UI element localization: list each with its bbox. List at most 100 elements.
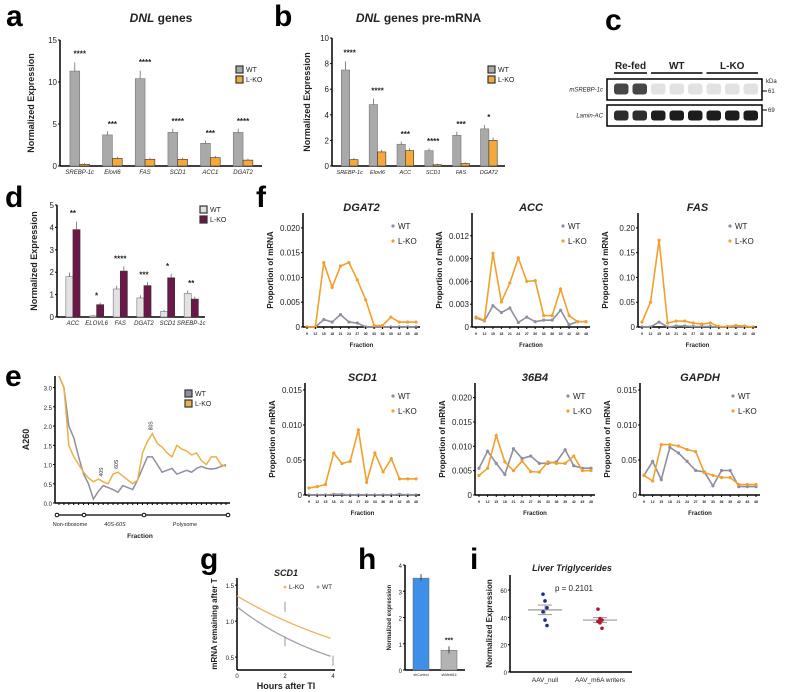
data-point bbox=[397, 320, 401, 324]
x-tick-label: 36 bbox=[381, 332, 385, 336]
data-point bbox=[508, 306, 512, 310]
data-point bbox=[389, 315, 393, 319]
bar-l-ko bbox=[72, 229, 81, 318]
legend-label: L-KO bbox=[289, 584, 304, 591]
legend-swatch bbox=[184, 389, 193, 398]
x-tick-label: 21 bbox=[512, 500, 516, 504]
category-label: DGAT2 bbox=[134, 321, 154, 327]
x-tick-label: 9 bbox=[643, 500, 645, 504]
blot-band bbox=[725, 83, 740, 95]
significance-label: * bbox=[166, 262, 170, 271]
x-axis-label: Fraction bbox=[127, 533, 153, 540]
bar-l-ko bbox=[488, 140, 498, 167]
bar-wt bbox=[341, 69, 350, 167]
legend-label: L-KO bbox=[246, 77, 263, 84]
x-tick-label: 48 bbox=[414, 500, 418, 504]
data-point bbox=[545, 605, 549, 610]
x-tick-label: 18 bbox=[503, 500, 507, 504]
category-label: ACC bbox=[399, 170, 412, 176]
data-point bbox=[543, 599, 547, 603]
data-point bbox=[683, 319, 687, 323]
y-axis-label: Normalized Expression bbox=[29, 211, 39, 311]
data-point bbox=[685, 447, 689, 452]
y-tick-label: 0 bbox=[325, 162, 330, 171]
legend-swatch bbox=[235, 65, 244, 74]
x-tick-label: 42 bbox=[734, 332, 738, 336]
data-point bbox=[533, 279, 537, 283]
blot-band bbox=[706, 83, 721, 95]
y-tick-label: 4 bbox=[399, 564, 403, 570]
bar-wt bbox=[89, 315, 97, 318]
y-tick-label: 0.003 bbox=[449, 300, 470, 309]
y-tick-label: 5 bbox=[50, 201, 55, 210]
legend-marker bbox=[391, 224, 395, 228]
x-tick-label: 45 bbox=[743, 332, 747, 336]
x-axis-label: Fraction bbox=[350, 343, 374, 349]
data-point bbox=[728, 468, 732, 473]
title-part: genes pre-mRNA bbox=[380, 11, 481, 25]
data-point bbox=[397, 477, 402, 481]
data-point bbox=[380, 323, 385, 328]
y-tick-label: 0.5 bbox=[44, 483, 53, 489]
category-label: SREBP-1c bbox=[65, 170, 94, 176]
data-point bbox=[668, 445, 672, 449]
bar-l-ko bbox=[177, 158, 188, 167]
bar-wt bbox=[102, 134, 113, 167]
category-label: SCD1 bbox=[160, 321, 176, 327]
p-value-annotation: p = 0.2101 bbox=[555, 584, 594, 593]
y-tick-label: 10 bbox=[48, 78, 57, 87]
panel-label-g: g bbox=[200, 543, 219, 576]
legend-label: WT bbox=[322, 584, 332, 591]
data-point bbox=[648, 300, 653, 304]
y-tick-label: 0 bbox=[633, 491, 638, 500]
x-tick-label: 36 bbox=[720, 500, 724, 504]
data-point bbox=[600, 626, 604, 631]
region-marker bbox=[141, 512, 147, 518]
y-tick-label: 4 bbox=[325, 111, 330, 120]
data-point bbox=[474, 315, 478, 319]
y-tick-label: 60 bbox=[500, 589, 507, 595]
x-tick-label: 4 bbox=[331, 674, 335, 680]
y-tick-label: 1.0 bbox=[226, 620, 235, 626]
category-label: SCD1 bbox=[426, 170, 441, 176]
y-tick-label: 0 bbox=[631, 323, 636, 332]
data-point bbox=[546, 460, 550, 464]
legend-marker bbox=[316, 585, 320, 589]
x-tick-label: 12 bbox=[486, 500, 490, 504]
data-point bbox=[364, 298, 368, 302]
legend-label: L-KO bbox=[573, 407, 592, 416]
y-tick-label: 0.015 bbox=[452, 418, 473, 427]
y-axis-label: Normalized expression bbox=[387, 584, 393, 650]
x-tick-label: 42 bbox=[567, 332, 571, 336]
data-point bbox=[543, 618, 547, 622]
region-marker bbox=[81, 512, 87, 518]
data-point bbox=[525, 279, 529, 283]
y-tick-label: 0.20 bbox=[619, 224, 635, 233]
data-point bbox=[694, 468, 698, 473]
legend-label: L-KO bbox=[568, 237, 587, 246]
data-point bbox=[640, 320, 644, 324]
data-point bbox=[674, 319, 678, 323]
panel-label-f: f bbox=[256, 181, 266, 214]
bar-wt bbox=[69, 70, 81, 167]
data-point bbox=[365, 480, 369, 484]
data-point bbox=[508, 281, 512, 285]
bar-l-ko bbox=[112, 158, 123, 167]
data-point bbox=[754, 482, 758, 487]
x-tick-label: 27 bbox=[525, 332, 529, 336]
y-tick-label: 0 bbox=[504, 671, 508, 677]
data-point bbox=[340, 461, 344, 466]
series-line-l-ko bbox=[478, 432, 591, 477]
legend-label: WT bbox=[738, 392, 751, 401]
data-point bbox=[516, 256, 520, 260]
data-point bbox=[572, 464, 576, 468]
legend-swatch bbox=[199, 205, 208, 214]
legend-marker bbox=[731, 409, 735, 413]
legend-label: WT bbox=[735, 222, 748, 231]
x-tick-label: 45 bbox=[406, 332, 410, 336]
y-tick-label: 0.005 bbox=[452, 467, 473, 476]
data-point bbox=[651, 459, 655, 463]
x-tick-label: 12 bbox=[313, 332, 317, 336]
bar-l-ko bbox=[432, 164, 442, 167]
